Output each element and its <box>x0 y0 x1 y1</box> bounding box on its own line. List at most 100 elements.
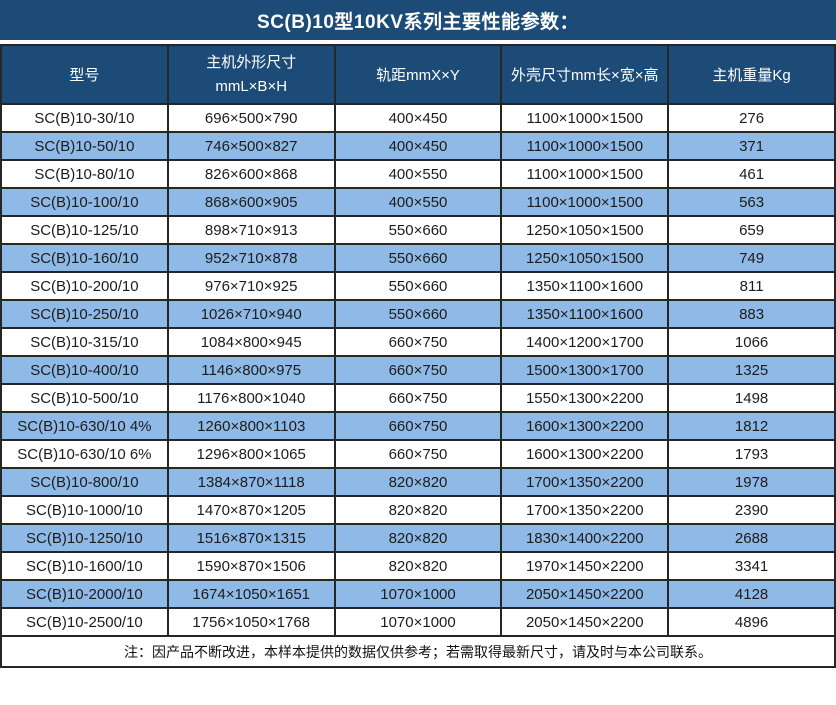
table-cell: 400×550 <box>333 159 503 189</box>
table-cell: 660×750 <box>333 411 503 441</box>
table-cell: 1384×870×1118 <box>166 467 336 497</box>
table-cell: 1100×1000×1500 <box>500 159 670 189</box>
table-cell: 3341 <box>667 551 836 581</box>
table-cell: 400×450 <box>333 131 503 161</box>
table-cell: 820×820 <box>333 551 503 581</box>
table-row: SC(B)10-400/10 1146×800×975 660×750 1500×13… <box>0 355 836 385</box>
table-cell: SC(B)10-630/10 4% <box>0 411 169 441</box>
table-cell: 1600×1300×2200 <box>500 439 670 469</box>
table-cell: 660×750 <box>333 439 503 469</box>
table-cell: 826×600×868 <box>166 159 336 189</box>
spec-table: 型号 主机外形尺寸 mmL×B×H 轨距mmX×Y 外壳尺寸mm长×宽×高 主机… <box>0 44 836 637</box>
table-cell: 1498 <box>667 383 836 413</box>
table-row: SC(B)10-1000/10 1470×870×1205 820×820 1700×… <box>0 495 836 525</box>
table-cell: SC(B)10-160/10 <box>0 243 169 273</box>
page-title: SC(B)10型10KV系列主要性能参数： <box>0 0 836 40</box>
table-row: SC(B)10-315/10 1084×800×945 660×750 1400×12… <box>0 327 836 357</box>
table-row: SC(B)10-250/10 1026×710×940 550×660 1350×11… <box>0 299 836 329</box>
table-row: SC(B)10-500/10 1176×800×1040 660×750 1550×1… <box>0 383 836 413</box>
table-cell: 1590×870×1506 <box>166 551 336 581</box>
table-cell: SC(B)10-315/10 <box>0 327 169 357</box>
table-cell: SC(B)10-125/10 <box>0 215 169 245</box>
table-cell: 400×450 <box>333 103 503 133</box>
table-cell: 2050×1450×2200 <box>500 579 670 609</box>
table-cell: SC(B)10-30/10 <box>0 103 169 133</box>
table-cell: 660×750 <box>333 383 503 413</box>
table-cell: 1066 <box>667 327 836 357</box>
title-divider <box>0 40 836 44</box>
table-cell: 1260×800×1103 <box>166 411 336 441</box>
table-cell: 1600×1300×2200 <box>500 411 670 441</box>
table-cell: 1793 <box>667 439 836 469</box>
table-cell: 1350×1100×1600 <box>500 271 670 301</box>
table-cell: 550×660 <box>333 299 503 329</box>
table-cell: SC(B)10-2000/10 <box>0 579 169 609</box>
table-row: SC(B)10-630/10 4% 1260×800×1103 660×750 160… <box>0 411 836 441</box>
table-cell: 1830×1400×2200 <box>500 523 670 553</box>
table-cell: 811 <box>667 271 836 301</box>
table-row: SC(B)10-1600/10 1590×870×1506 820×820 1970×… <box>0 551 836 581</box>
table-row: SC(B)10-2000/10 1674×1050×1651 1070×1000 20… <box>0 579 836 609</box>
table-cell: 868×600×905 <box>166 187 336 217</box>
table-cell: SC(B)10-250/10 <box>0 299 169 329</box>
table-cell: 820×820 <box>333 467 503 497</box>
table-cell: 1176×800×1040 <box>166 383 336 413</box>
table-cell: 820×820 <box>333 523 503 553</box>
table-cell: 1812 <box>667 411 836 441</box>
table-cell: SC(B)10-1250/10 <box>0 523 169 553</box>
table-cell: SC(B)10-1000/10 <box>0 495 169 525</box>
table-cell: 371 <box>667 131 836 161</box>
table-cell: 1250×1050×1500 <box>500 215 670 245</box>
header-model: 型号 <box>0 44 169 105</box>
table-cell: SC(B)10-400/10 <box>0 355 169 385</box>
table-cell: 820×820 <box>333 495 503 525</box>
table-cell: SC(B)10-1600/10 <box>0 551 169 581</box>
table-cell: 1250×1050×1500 <box>500 243 670 273</box>
table-cell: 1350×1100×1600 <box>500 299 670 329</box>
table-cell: 1296×800×1065 <box>166 439 336 469</box>
table-cell: 550×660 <box>333 243 503 273</box>
table-cell: 2688 <box>667 523 836 553</box>
header-main-unit-dimensions-line1: 主机外形尺寸 <box>206 53 297 71</box>
table-cell: 1400×1200×1700 <box>500 327 670 357</box>
table-cell: 461 <box>667 159 836 189</box>
table-row: SC(B)10-630/10 6% 1296×800×1065 660×750 160… <box>0 439 836 469</box>
table-cell: 696×500×790 <box>166 103 336 133</box>
table-cell: 1070×1000 <box>333 607 503 637</box>
table-cell: SC(B)10-100/10 <box>0 187 169 217</box>
table-cell: 563 <box>667 187 836 217</box>
header-main-unit-weight: 主机重量Kg <box>667 44 836 105</box>
table-cell: 1070×1000 <box>333 579 503 609</box>
table-cell: SC(B)10-200/10 <box>0 271 169 301</box>
table-cell: 1470×870×1205 <box>166 495 336 525</box>
table-cell: 1970×1450×2200 <box>500 551 670 581</box>
table-cell: 952×710×878 <box>166 243 336 273</box>
table-cell: SC(B)10-500/10 <box>0 383 169 413</box>
footer-note: 注：因产品不断改进，本样本提供的数据仅供参考；若需取得最新尺寸，请及时与本公司联… <box>0 637 836 668</box>
table-cell: SC(B)10-50/10 <box>0 131 169 161</box>
table-row: SC(B)10-100/10 868×600×905 400×550 1100×100… <box>0 187 836 217</box>
table-cell: 1700×1350×2200 <box>500 495 670 525</box>
table-row: SC(B)10-200/10 976×710×925 550×660 1350×110… <box>0 271 836 301</box>
table-cell: 1674×1050×1651 <box>166 579 336 609</box>
table-row: SC(B)10-50/10 746×500×827 400×450 1100×1000… <box>0 131 836 161</box>
table-cell: 1978 <box>667 467 836 497</box>
table-cell: 976×710×925 <box>166 271 336 301</box>
table-row: SC(B)10-125/10 898×710×913 550×660 1250×105… <box>0 215 836 245</box>
table-cell: 659 <box>667 215 836 245</box>
table-cell: SC(B)10-800/10 <box>0 467 169 497</box>
table-body: SC(B)10-30/10 696×500×790 400×450 1100×1000… <box>0 103 836 637</box>
table-cell: SC(B)10-630/10 6% <box>0 439 169 469</box>
table-cell: 746×500×827 <box>166 131 336 161</box>
table-cell: 4896 <box>667 607 836 637</box>
table-row: SC(B)10-800/10 1384×870×1118 820×820 1700×1… <box>0 467 836 497</box>
table-row: SC(B)10-30/10 696×500×790 400×450 1100×1000… <box>0 103 836 133</box>
table-cell: 883 <box>667 299 836 329</box>
table-header-row: 型号 主机外形尺寸 mmL×B×H 轨距mmX×Y 外壳尺寸mm长×宽×高 主机… <box>0 44 836 105</box>
table-cell: 1026×710×940 <box>166 299 336 329</box>
table-cell: 1325 <box>667 355 836 385</box>
table-cell: 1100×1000×1500 <box>500 131 670 161</box>
table-cell: 550×660 <box>333 215 503 245</box>
table-cell: 1500×1300×1700 <box>500 355 670 385</box>
